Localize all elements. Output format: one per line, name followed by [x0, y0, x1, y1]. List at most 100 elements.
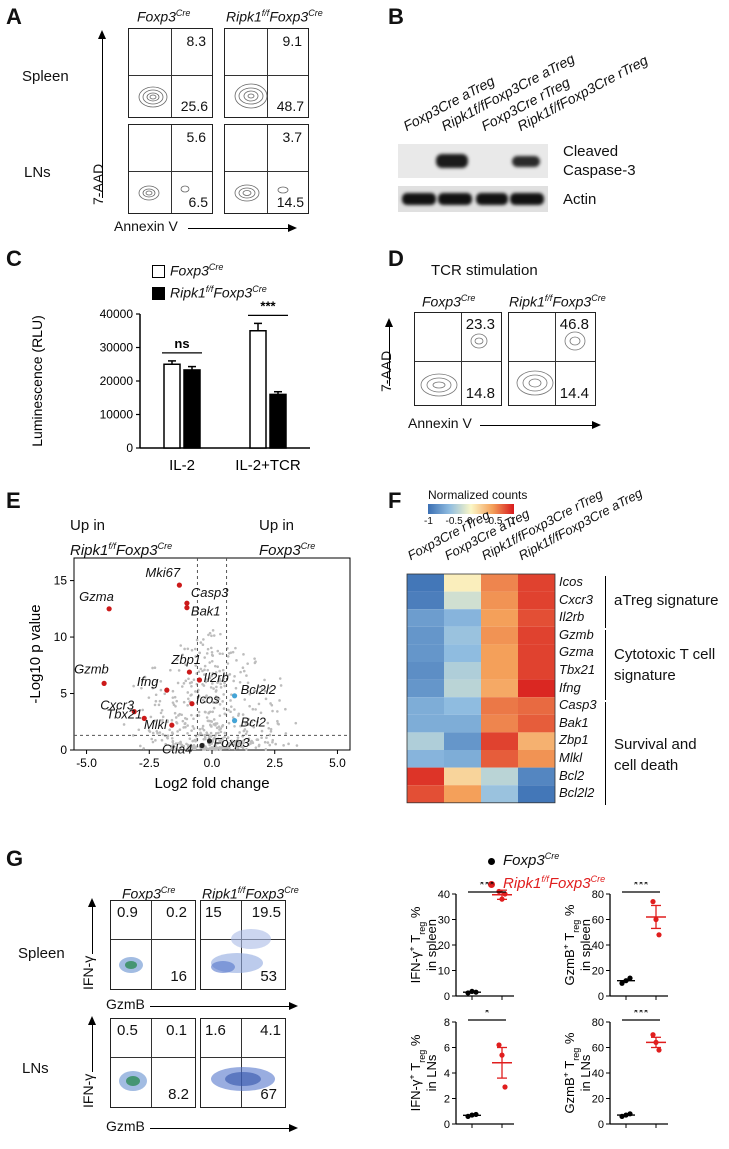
panel-d-col-title-2-main2: Foxp3: [552, 293, 592, 310]
heatmap-cell: [481, 626, 518, 645]
panel-a-row-spleen: Spleen: [22, 68, 69, 85]
heatmap-cell: [407, 644, 444, 662]
quadrant-upper-left-value: 1.6: [205, 1022, 226, 1039]
heatmap-cell: [407, 679, 444, 698]
heatmap-cell: [444, 750, 481, 768]
dot-plot-g-gzmb-lns: 0 20 40 60 80 GzmB+ Treg %in LNs ***: [564, 1010, 668, 1131]
heatmap-row-label-zbp1: Zbp1: [559, 732, 589, 748]
band: [512, 156, 540, 167]
panel-e-title-right-sup: Cre: [300, 541, 316, 551]
data-point-ctrl: [473, 1111, 479, 1118]
panel-g-col-title-1-main: Foxp3: [122, 885, 161, 902]
panel-g-lns-y-axis-label: IFN-γ: [80, 1073, 96, 1108]
scale-tick-label: -0.5: [445, 516, 463, 527]
legend-swatch-ctrl: [152, 265, 165, 279]
panel-d-col-title-2-sup2: Cre: [591, 293, 606, 303]
panel-d-col-title-1: Foxp3Cre: [422, 293, 475, 310]
facs-contour: [234, 184, 289, 202]
y-tick-label: 20000: [100, 374, 134, 388]
legend-ctrl-sup: Cre: [208, 262, 224, 272]
band: [438, 193, 472, 205]
facs-contour: [516, 331, 586, 396]
heatmap-cell: [407, 626, 444, 645]
gene-label-bcl2l2: Bcl2l2: [241, 682, 277, 697]
panel-g-lns-x-axis-label: GzmB: [106, 1118, 145, 1134]
facs-plot-g-lns-ctrl: 0.5 0.1 8.2: [110, 1018, 196, 1108]
y-axis-label-line2: in spleen: [424, 919, 439, 971]
legend-item-ctrl: Foxp3Cre: [152, 258, 267, 280]
facs-contour: [234, 83, 268, 109]
panel-a-col-title-1: Foxp3Cre: [137, 8, 190, 25]
x-tick-label: 2.5: [266, 756, 283, 770]
y-axis-label: IFN-γ+ Treg %: [410, 906, 427, 983]
panel-g-col-title-2: Ripk1f/fFoxp3Cre: [202, 885, 299, 902]
quadrant-upper-right-value: 0.2: [166, 904, 187, 921]
quadrant-upper-right-value: 5.6: [186, 129, 206, 145]
legend-ko-sup2: Cre: [590, 874, 606, 884]
facs-plot-g-spleen-ko: 15 19.5 53: [200, 900, 286, 990]
facs-plot-g-lns-ko: 1.6 4.1 67: [200, 1018, 286, 1108]
panel-a-row-lns: LNs: [24, 164, 51, 181]
facs-density: [119, 957, 143, 973]
data-point-ctrl: [469, 988, 475, 995]
heatmap-cell: [444, 644, 481, 662]
scale-tick-label: 0.5: [488, 516, 503, 527]
panel-d-y-arrow: [389, 326, 390, 386]
facs-contour: [138, 185, 190, 201]
y-tick-label: 60: [592, 1043, 604, 1055]
heatmap-cell: [518, 626, 555, 645]
quadrant-lower-right-value: 14.5: [276, 194, 304, 210]
quadrant-lower-right-value: 8.2: [168, 1086, 189, 1103]
gene-label-mlkl: Mlkl: [144, 717, 168, 732]
gene-label-bak1: Bak1: [191, 604, 221, 619]
band: [510, 193, 544, 205]
volcano-plot-e: 0 5 10 15 -5.0 -2.5 0.0 2.5 5.0 Log2 fold change -…: [27, 557, 351, 792]
panel-g-spleen-x-arrow: [150, 1006, 290, 1007]
panel-g-col-title-2-sup1: f/f: [237, 885, 246, 895]
facs-plot-d-ko: 46.8 14.4: [508, 312, 596, 406]
facs-plot-a-spleen-ko: 9.1 48.7: [224, 28, 309, 118]
heatmap-row-label-icos: Icos: [559, 574, 583, 589]
panel-g-legend: Foxp3Cre Ripk1f/fFoxp3Cre: [488, 847, 605, 893]
western-blot-actin: [398, 186, 548, 212]
heatmap-cell: [518, 732, 555, 750]
gene-label-ctla4: Ctla4: [162, 741, 192, 756]
gene-point-mki67: [176, 582, 182, 588]
gene-label-il2rb: Il2rb: [203, 670, 228, 685]
panel-d-y-arrowhead: [385, 318, 393, 327]
heatmap-cell: [407, 767, 444, 786]
panel-e-title-right-gene: Foxp3: [259, 542, 301, 559]
heatmap-cell: [407, 574, 444, 592]
y-tick-label: 80: [592, 1017, 604, 1029]
dot-plot-g-ifng-spleen: 0 10 20 30 40 IFN-γ+ Treg %in spleen ***: [410, 882, 514, 1003]
x-tick-label: IL-2: [169, 457, 195, 474]
heatmap-cell: [407, 591, 444, 610]
legend-ko-main2: Foxp3: [213, 284, 253, 301]
data-point-ko: [650, 899, 656, 905]
heatmap-cell: [444, 626, 481, 645]
panel-g-lns-y-arrow: [92, 1024, 93, 1072]
facs-plot-d-ctrl: 23.3 14.8: [414, 312, 502, 406]
y-tick-label: 0: [60, 743, 67, 757]
panel-g-spleen-x-arrowhead: [289, 1002, 298, 1010]
panel-g-col-title-1: Foxp3Cre: [122, 885, 175, 902]
gene-point-tbx21: [141, 715, 147, 721]
data-point-ctrl: [473, 989, 479, 995]
heatmap-row-label-bak1: Bak1: [559, 714, 589, 730]
quadrant-lower-right-value: 14.8: [465, 385, 495, 402]
facs-plot-a-lns-ko: 3.7 14.5: [224, 124, 309, 214]
y-tick-label: 0: [598, 991, 604, 1003]
significance-label: ***: [633, 882, 648, 892]
facs-density: [119, 1071, 147, 1091]
gene-point-bcl2: [231, 718, 238, 724]
legend-swatch-ko: [152, 287, 165, 301]
heatmap-cell: [481, 697, 518, 715]
heatmap-cell: [444, 697, 481, 715]
quadrant-upper-right-value: 3.7: [282, 129, 302, 145]
bar: [269, 393, 287, 449]
legend-ko-sup1: f/f: [541, 874, 549, 884]
heatmap-row-label-gzma: Gzma: [559, 644, 594, 660]
gene-point-zbp1: [186, 669, 193, 675]
color-scale-ticks: -1 -0.5 0 0.5 1: [424, 516, 516, 528]
data-point-ko: [653, 1039, 659, 1045]
